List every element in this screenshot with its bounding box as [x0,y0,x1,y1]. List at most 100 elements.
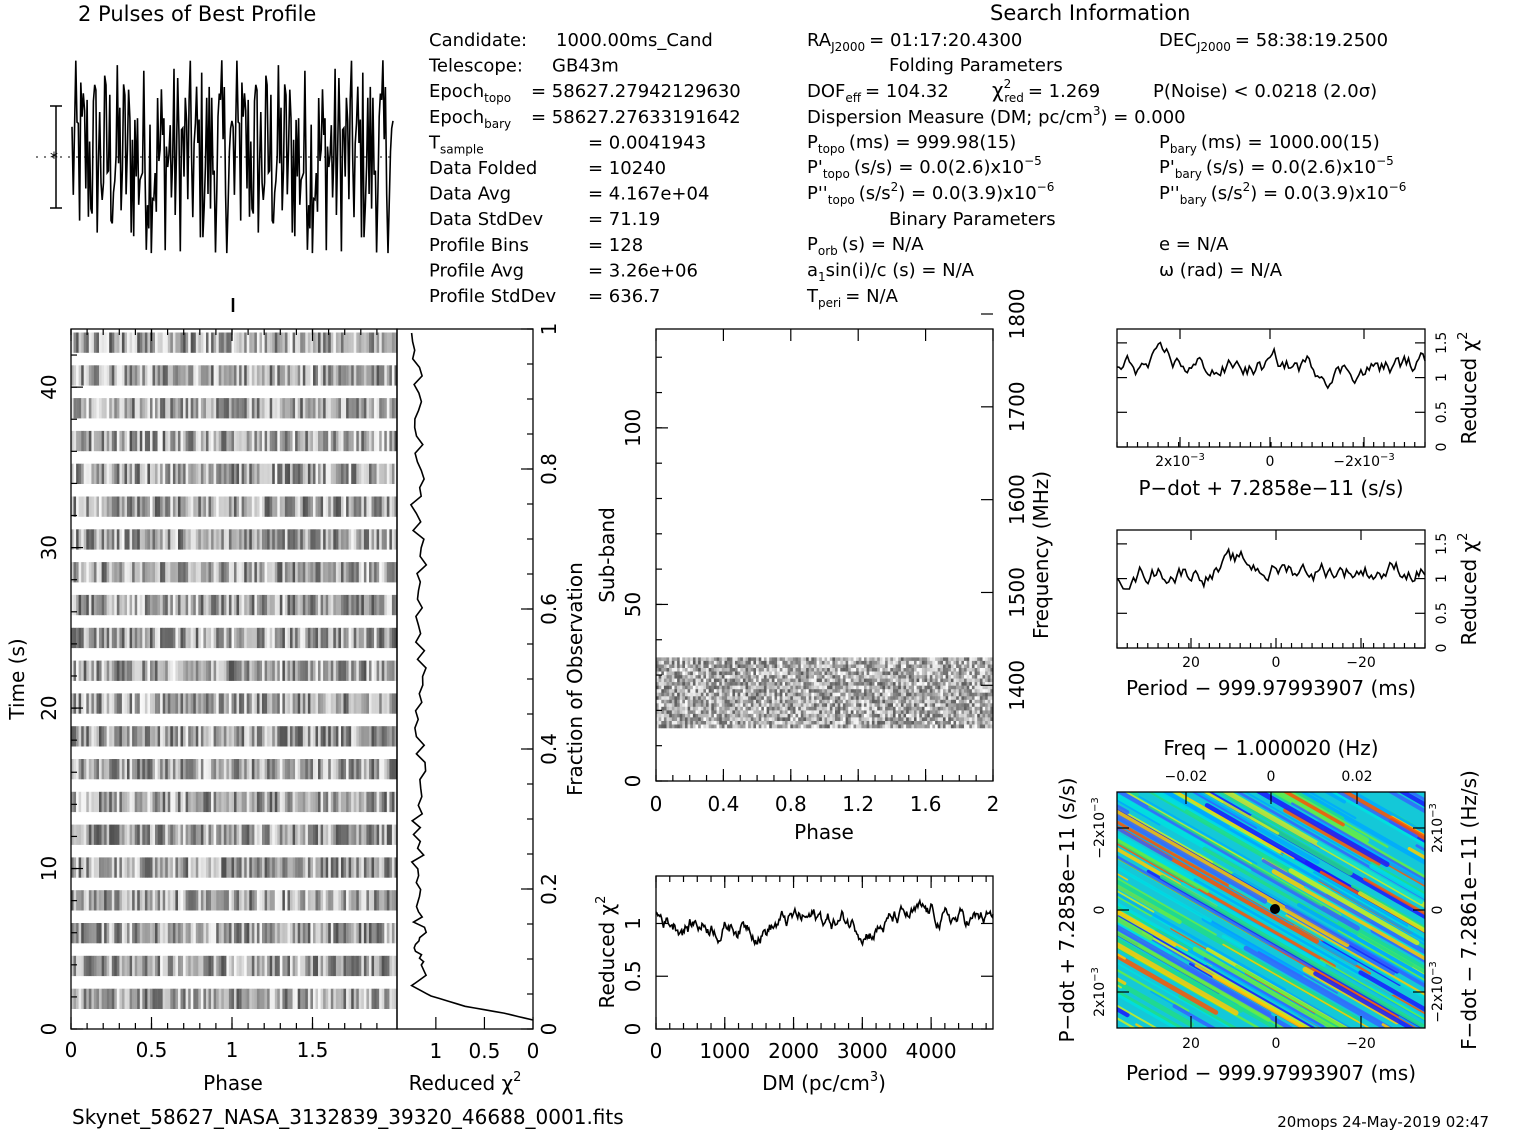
subband-cell [900,678,904,683]
subband-cell [824,706,828,711]
time-phase-cell [323,693,326,714]
time-phase-cell [71,430,74,452]
subband-cell [695,689,699,693]
time-phase-cell [137,496,140,517]
time-phase-cell [96,955,100,977]
subband-cell [787,685,791,690]
subband-cell [871,699,875,704]
time-phase-cell [152,923,156,944]
subband-cell [898,678,902,683]
time-phase-cell [241,496,245,517]
subband-cell [943,668,946,672]
time-phase-cell [313,726,316,747]
time-phase-cell [147,398,151,419]
subband-cell [792,668,796,672]
time-phase-cell [226,923,230,944]
subband-cell [953,703,957,708]
subband-cell [785,713,788,718]
time-phase-cell [155,463,158,484]
time-phase-cell [328,332,331,353]
subband-cell [663,664,667,669]
time-phase-cell [386,857,390,878]
time-phase-cell [335,693,339,714]
time-phase-cell [386,627,390,649]
subband-cell [866,682,870,686]
subband-cell [663,682,667,686]
time-phase-cell [200,463,204,484]
time-phase-cell [361,594,365,616]
subband-cell [969,682,973,686]
subband-cell [748,689,751,693]
subband-cell [837,699,841,704]
time-phase-cell [318,759,321,780]
subband-cell [745,660,749,665]
time-phase-cell [249,824,253,845]
time-phase-cell [333,955,337,977]
time-phase-cell [121,791,125,813]
subband-cell [792,713,796,718]
subband-cell [698,668,701,672]
fraction-ylabel: Fraction of Observation [563,562,587,796]
subband-cell [971,689,975,693]
time-phase-cell [267,562,270,583]
subband-cell [842,675,846,679]
time-phase-cell [76,955,79,977]
subband-cell [864,696,867,701]
subband-cell [750,703,754,708]
time-phase-cell [353,627,357,649]
subband-cell [761,699,765,704]
time-phase-cell [356,660,360,681]
time-phase-cell [302,430,306,452]
subband-cell [961,699,965,704]
subband-cell [790,678,794,683]
time-phase-cell [167,857,171,878]
subband-cell [921,678,925,683]
subband-cell [774,699,778,704]
time-phase-cell [328,791,331,813]
time-phase-cell [330,824,334,845]
time-phase-cell [389,660,393,681]
subband-cell [950,682,954,686]
subband-cell [790,703,794,708]
time-phase-cell [132,627,135,649]
subband-cell [824,664,828,669]
time-phase-cell [218,562,222,583]
time-phase-cell [287,332,291,353]
time-phase-cell [241,693,245,714]
time-phase-cell [264,824,268,845]
subband-cell [961,692,965,697]
time-phase-cell [226,759,230,780]
subband-cell [935,696,938,701]
time-phase-cell [208,562,212,583]
subband-cell [985,696,988,701]
time-phase-cell [341,594,344,616]
time-phase-cell [269,890,273,911]
time-phase-cell [185,562,189,583]
time-phase-cell [119,955,123,977]
time-phase-cell [363,988,367,1009]
subband-cell [982,706,986,711]
subband-cell [969,657,973,662]
subband-cell [690,706,694,711]
time-phase-cell [307,857,311,878]
time-phase-cell [318,332,321,353]
info-row-label: Tsample [428,132,484,156]
time-phase-cell [353,529,357,550]
time-phase-cell [160,627,163,649]
time-phase-cell [346,365,349,386]
time-phase-cell [93,463,97,484]
subband-cell [887,664,891,669]
time-phase-cell [256,857,260,878]
time-phase-cell [119,824,123,845]
subband-cell [832,685,836,690]
subband-cell [903,671,907,676]
time-phase-cell [264,988,268,1009]
time-phase-cell [175,463,179,484]
subband-cell [879,696,883,701]
time-phase-cell [208,430,212,452]
time-phase-cell [363,693,367,714]
subband-cell [792,703,796,708]
time-phase-cell [351,791,354,813]
subband-cell [708,706,712,711]
subband-cell [777,678,780,683]
